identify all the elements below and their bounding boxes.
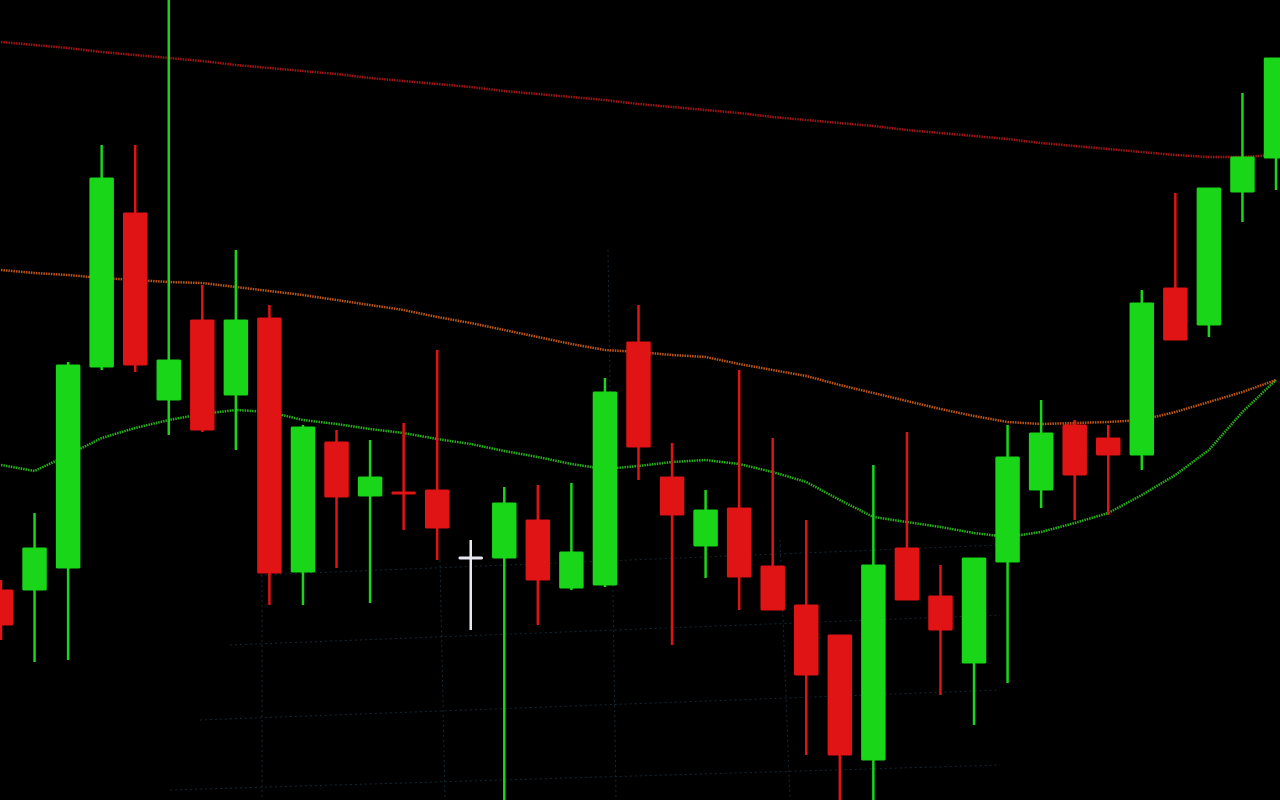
candle-body [391,491,416,495]
candle-body [357,476,383,497]
candle-body [156,359,182,401]
candle-body [458,556,483,560]
candle-body [223,319,249,396]
candle-body [726,507,752,578]
candle-body [525,519,551,581]
candle-body [22,547,47,591]
candle-body [424,489,450,529]
candle-body [827,634,853,756]
candle-body [1163,287,1188,341]
candle-body [659,476,685,516]
candle-body [492,502,517,559]
candle-body [89,177,114,368]
grid-decoration-line [779,539,791,800]
grid-decoration [169,249,1001,800]
candle-body [559,551,584,589]
grid-decoration-line [229,614,1001,646]
candle-body [122,212,148,366]
candle-body [190,319,215,431]
candle-body [626,341,651,448]
candle-body [55,364,81,569]
candle-body [861,564,886,761]
candle-body [961,557,987,664]
candle-body [592,391,618,586]
candle-body [1196,187,1222,326]
candle-body [693,509,718,547]
candle-body [0,589,14,626]
candle-body [257,317,282,574]
moving-average-line [0,40,1277,159]
grid-decoration-line [169,764,1001,791]
candle-body [324,441,349,498]
candle-body [1028,432,1054,491]
candle-body [1263,57,1280,159]
grid-decoration-line [439,559,446,800]
candle-body [290,426,316,573]
candle-body [928,595,953,631]
candle-body [894,547,920,601]
candle-body [1062,424,1087,476]
candle-body [1230,156,1255,193]
grid-decoration-line [259,544,1001,576]
candle-body [1129,302,1155,456]
candle-body [760,565,785,611]
candle-body [1095,437,1121,456]
candle-body [794,604,819,676]
candle-body [995,456,1020,563]
grid-decoration-line [199,689,1001,721]
